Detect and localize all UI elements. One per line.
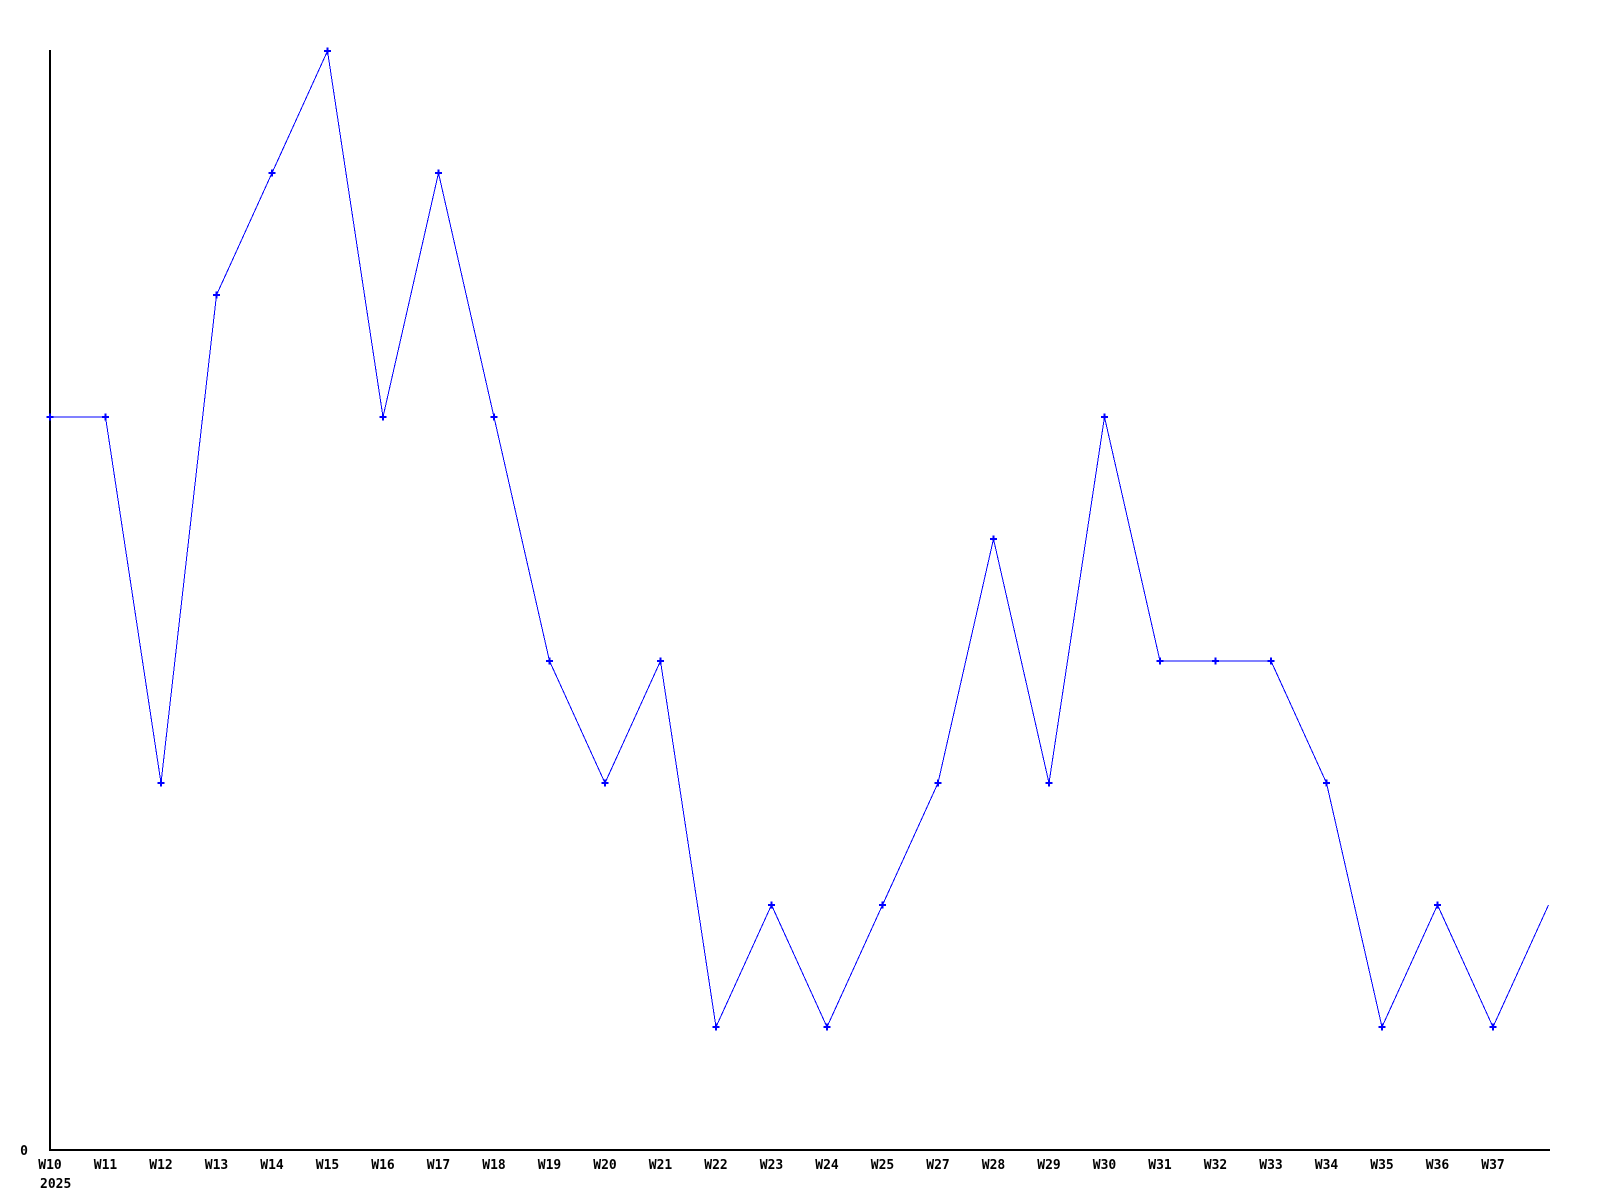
- x-tick-label-w24: W24: [815, 1158, 839, 1173]
- data-point-marker: [1267, 657, 1275, 665]
- data-point-marker: [934, 779, 942, 787]
- data-point-marker: [1489, 1023, 1497, 1031]
- x-tick-label-w13: W13: [205, 1158, 228, 1173]
- x-tick-label-w32: W32: [1204, 1158, 1227, 1173]
- x-tick-label-w35: W35: [1370, 1158, 1393, 1173]
- data-series: [46, 47, 1549, 1031]
- data-point-marker: [1378, 1023, 1386, 1031]
- x-tick-label-w37: W37: [1481, 1158, 1504, 1173]
- data-point-marker: [1045, 779, 1053, 787]
- x-tick-label-w11: W11: [94, 1158, 118, 1173]
- series-line: [50, 49, 1549, 1029]
- data-point-marker: [435, 169, 442, 177]
- x-tick-label-w34: W34: [1315, 1158, 1339, 1173]
- data-point-marker: [1434, 901, 1441, 909]
- data-point-marker: [213, 291, 220, 299]
- data-point-marker: [990, 535, 997, 543]
- data-point-marker: [46, 413, 54, 421]
- x-tick-label-w28: W28: [982, 1158, 1006, 1173]
- data-point-marker: [657, 657, 664, 665]
- data-point-marker: [268, 169, 276, 177]
- x-tick-label-w31: W31: [1148, 1158, 1172, 1173]
- x-tick-label-w21: W21: [649, 1158, 673, 1173]
- data-point-marker: [1101, 413, 1108, 421]
- x-tick-label-w20: W20: [593, 1158, 617, 1173]
- data-point-marker: [601, 779, 609, 787]
- data-point-marker: [712, 1023, 720, 1031]
- x-axis-year-label: 2025: [40, 1177, 71, 1192]
- data-point-marker: [490, 413, 498, 421]
- data-point-marker: [102, 413, 109, 421]
- x-tick-label-w29: W29: [1037, 1158, 1060, 1173]
- x-tick-label-w17: W17: [427, 1158, 450, 1173]
- x-tick-label-w16: W16: [371, 1158, 395, 1173]
- x-tick-label-w30: W30: [1093, 1158, 1117, 1173]
- data-point-marker: [546, 657, 553, 665]
- x-tick-label-w14: W14: [260, 1158, 284, 1173]
- x-tick-label-w33: W33: [1259, 1158, 1282, 1173]
- x-tick-label-w36: W36: [1426, 1158, 1450, 1173]
- data-point-marker: [157, 779, 165, 787]
- data-point-marker: [1323, 779, 1330, 787]
- x-tick-label-w19: W19: [538, 1158, 561, 1173]
- x-tick-label-w15: W15: [316, 1158, 339, 1173]
- x-tick-label-w25: W25: [871, 1158, 894, 1173]
- data-point-marker: [768, 901, 775, 909]
- x-tick-label-w10: W10: [38, 1158, 62, 1173]
- data-point-marker: [1156, 657, 1164, 665]
- y-axis-zero-label: 0: [20, 1144, 28, 1159]
- x-tick-label-w23: W23: [760, 1158, 783, 1173]
- x-tick-label-w27: W27: [926, 1158, 949, 1173]
- data-point-marker: [823, 1023, 831, 1031]
- data-point-marker: [379, 413, 387, 421]
- x-tick-label-w18: W18: [482, 1158, 506, 1173]
- x-tick-label-w22: W22: [704, 1158, 727, 1173]
- data-point-marker: [1212, 657, 1219, 665]
- x-axis-tick-labels: W10 W11 W12 W13 W14 W15 W16 W17 W18 W19 W20 W21 W22 W…: [38, 1158, 1504, 1173]
- data-point-marker: [879, 901, 886, 909]
- x-tick-label-w12: W12: [149, 1158, 172, 1173]
- data-point-marker: [324, 47, 331, 55]
